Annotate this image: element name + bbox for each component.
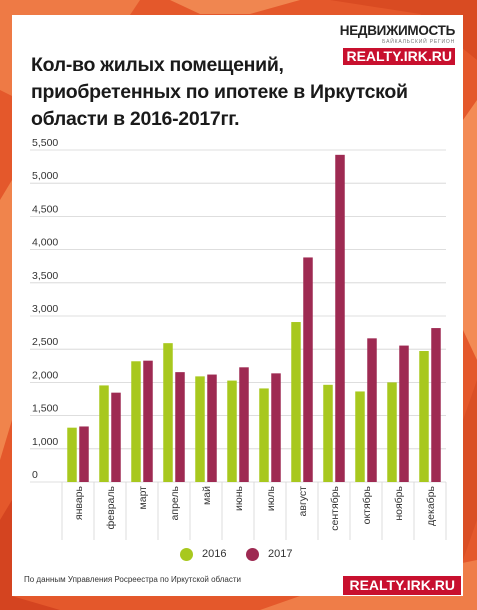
x-tick-label: апрель: [169, 485, 181, 520]
bar-2016-0: [67, 427, 77, 482]
x-tick-label: январь: [73, 485, 85, 520]
bar-2017-10: [399, 345, 409, 482]
bar-2017-7: [303, 257, 313, 482]
bar-2016-1: [99, 385, 109, 482]
bar-2016-2: [131, 361, 141, 482]
y-tick-label: 0: [32, 469, 38, 481]
y-tick-label: 5,000: [32, 170, 58, 182]
brand-name: НЕДВИЖИМОСТЬ: [339, 23, 456, 38]
x-tick-label: декабрь: [425, 485, 437, 525]
legend-swatch-2017: [246, 548, 259, 561]
bar-2017-1: [111, 392, 121, 482]
y-tick-label: 3,500: [32, 270, 58, 282]
brand-subtitle: БАЙКАЛЬСКИЙ РЕГИОН: [382, 39, 455, 45]
bar-2017-3: [175, 372, 185, 482]
bar-2017-2: [143, 360, 153, 482]
brand-url[interactable]: REALTY.IRK.RU: [343, 48, 455, 65]
y-tick-label: 4,500: [32, 203, 58, 215]
chart-title: Кол-во жилых помещений, приобретенных по…: [31, 54, 408, 130]
y-tick-label: 4,000: [32, 237, 58, 249]
bar-2017-11: [431, 328, 441, 482]
y-tick-label: 2,000: [32, 369, 58, 381]
x-tick-label: сентябрь: [329, 485, 341, 530]
x-tick-label: март: [137, 486, 149, 510]
legend-label-2017: 2017: [268, 548, 293, 560]
x-tick-label: февраль: [105, 485, 117, 529]
y-tick-label: 3,000: [32, 303, 58, 315]
x-tick-label: ноябрь: [393, 485, 405, 520]
bar-2017-6: [271, 373, 281, 482]
x-tick-label: август: [297, 486, 309, 517]
y-tick-label: 1,000: [32, 436, 58, 448]
bar-2016-11: [419, 351, 429, 482]
bar-2016-4: [195, 376, 205, 482]
bar-2016-7: [291, 322, 301, 482]
x-tick-label: октябрь: [361, 485, 373, 524]
y-tick-label: 1,500: [32, 403, 58, 415]
bar-2017-8: [335, 154, 345, 482]
bar-2016-10: [387, 382, 397, 482]
bar-2017-4: [207, 374, 217, 482]
x-tick-label: июнь: [233, 485, 245, 511]
x-tick-label: июль: [265, 485, 277, 511]
y-tick-label: 5,500: [32, 137, 58, 149]
source-note: По данным Управления Росреестра по Иркут…: [24, 575, 242, 584]
legend-swatch-2016: [180, 548, 193, 561]
bar-2016-3: [163, 343, 173, 482]
bar-2016-8: [323, 384, 333, 482]
brand-logo[interactable]: НЕДВИЖИМОСТЬ БАЙКАЛЬСКИЙ РЕГИОН REALTY.I…: [315, 23, 455, 66]
bar-2017-9: [367, 338, 377, 482]
y-tick-label: 2,500: [32, 336, 58, 348]
bar-2016-9: [355, 391, 365, 482]
bar-2017-0: [79, 426, 89, 482]
chart-card: [12, 15, 463, 596]
bar-2016-5: [227, 380, 237, 482]
bar-2016-6: [259, 388, 269, 482]
legend-label-2016: 2016: [202, 548, 227, 560]
x-tick-label: май: [201, 486, 213, 505]
bar-2017-5: [239, 367, 249, 482]
footer-url[interactable]: REALTY.IRK.RU: [343, 576, 461, 595]
